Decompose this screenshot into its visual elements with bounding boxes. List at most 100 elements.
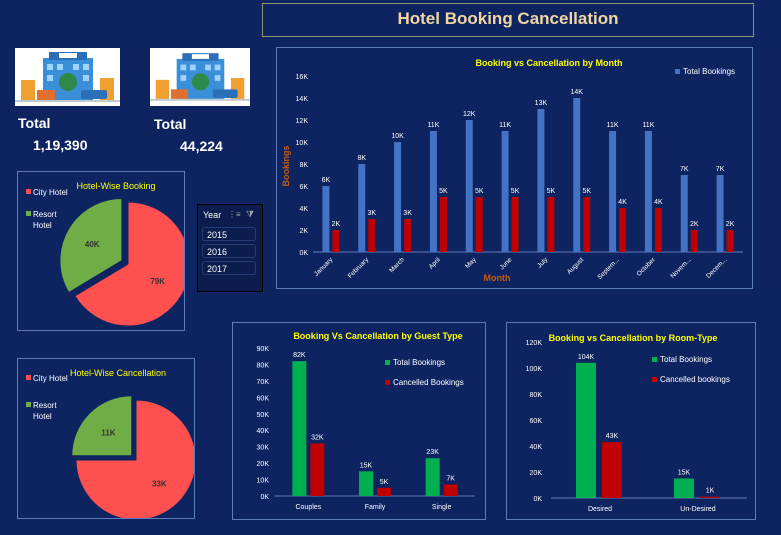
- bar-data-label: 3K: [367, 210, 376, 217]
- y-tick-label: 80K: [530, 392, 543, 399]
- booking-vs-cancellation-guest-chart: Booking Vs Cancellation by Guest Type 0K 1…: [257, 331, 475, 511]
- hotel-building-icon: [150, 53, 250, 101]
- bar-total-10: [680, 175, 688, 252]
- y-tick-label: 30K: [257, 445, 270, 452]
- x-tick-label: October: [636, 256, 658, 278]
- bar-total-2: [425, 458, 440, 496]
- bar-total-9: [644, 131, 652, 252]
- legend-label-0: Total Bookings: [660, 355, 712, 364]
- pie-slice-resort-hotel: [59, 198, 123, 294]
- kpi-total-cancellations-value: 44,224: [180, 138, 223, 154]
- bar-cancelled-1: [368, 219, 376, 252]
- bar-data-label: 5K: [475, 188, 484, 195]
- bar-data-label: 10K: [391, 133, 404, 140]
- bar-total-4: [465, 120, 473, 252]
- bar-data-label: 5K: [439, 188, 448, 195]
- bar-data-label: 15K: [678, 470, 691, 477]
- bar-data-label: 5K: [380, 479, 389, 486]
- clear-filter-icon[interactable]: ⧩: [246, 209, 255, 219]
- booking-vs-cancellation-month-chart: Booking vs Cancellation by Month 0K 2K 4K 6K…: [281, 58, 743, 283]
- bar-data-label: 4K: [654, 199, 663, 206]
- x-tick-label: May: [464, 256, 478, 270]
- bar-data-label: 23K: [426, 449, 439, 456]
- legend-label-1: Resort Hotel: [33, 210, 57, 230]
- y-tick-label: 10K: [257, 478, 270, 485]
- x-tick-label: Un-Desired: [680, 506, 716, 513]
- bar-data-label: 7K: [446, 475, 455, 482]
- slicer-item-2015[interactable]: 2015: [202, 227, 256, 241]
- bar-cancelled-1: [700, 496, 720, 498]
- bar-cancelled-1: [377, 487, 391, 496]
- pie-data-label-0: 33K: [152, 479, 167, 488]
- bar-total-1: [359, 471, 373, 496]
- bar-data-label: 5K: [511, 188, 520, 195]
- bar-cancelled-6: [547, 197, 555, 252]
- x-tick-label: March: [388, 256, 406, 274]
- y-tick-label: 4K: [299, 206, 308, 213]
- multi-select-icon[interactable]: ⋮≡: [228, 210, 241, 219]
- x-tick-label: February: [347, 256, 371, 280]
- bar-cancelled-2: [404, 219, 412, 252]
- x-tick-label: Single: [432, 504, 452, 511]
- legend-swatch-0: [26, 375, 31, 380]
- legend-swatch-0: [26, 189, 31, 194]
- y-tick-label: 60K: [257, 395, 270, 402]
- legend-label-1: Cancelled Bookings: [393, 378, 464, 387]
- bar-data-label: 15K: [360, 462, 373, 469]
- legend-label-0: Total Bookings: [393, 358, 445, 367]
- bar-data-label: 2K: [726, 221, 735, 228]
- bar-cancelled-7: [583, 197, 591, 252]
- pie-data-label-0: 79K: [150, 277, 165, 286]
- bar-data-label: 11K: [607, 122, 619, 129]
- y-tick-label: 2K: [299, 228, 308, 235]
- chart-title: Hotel-Wise Cancellation: [70, 368, 166, 378]
- x-tick-label: Decem...: [705, 256, 728, 279]
- chart-title: Booking Vs Cancellation by Guest Type: [293, 331, 462, 341]
- pie-slice-city-hotel: [75, 399, 197, 521]
- hotel-image-2: [150, 48, 250, 106]
- y-tick-label: 20K: [530, 470, 543, 477]
- y-tick-label: 20K: [257, 461, 270, 468]
- chart-title: Booking vs Cancellation by Month: [475, 58, 622, 68]
- chart-title: Hotel-Wise Booking: [76, 181, 155, 191]
- hotel-building-icon: [15, 52, 120, 102]
- legend-swatch-1: [26, 211, 31, 216]
- bar-data-label: 2K: [690, 221, 699, 228]
- legend-swatch-0: [652, 357, 657, 362]
- bar-cancelled-3: [439, 197, 447, 252]
- bar-data-label: 2K: [332, 221, 341, 228]
- legend-label-1: Resort Hotel: [33, 401, 57, 421]
- y-tick-label: 80K: [257, 362, 270, 369]
- bar-data-label: 7K: [716, 166, 725, 173]
- y-tick-label: 70K: [257, 379, 270, 386]
- bar-cancelled-10: [690, 230, 698, 252]
- booking-vs-cancellation-room-chart: Booking vs Cancellation by Room-Type 0K 20…: [526, 333, 747, 513]
- bar-cancelled-11: [726, 230, 734, 252]
- slicer-item-2017[interactable]: 2017: [202, 261, 256, 275]
- bar-data-label: 11K: [642, 122, 654, 129]
- bar-data-label: 6K: [322, 177, 331, 184]
- bar-data-label: 1K: [706, 488, 715, 495]
- bar-total-1: [674, 478, 694, 498]
- pie-data-label-1: 11K: [101, 428, 115, 437]
- bar-cancelled-9: [654, 208, 662, 252]
- bar-data-label: 7K: [680, 166, 689, 173]
- slicer-item-2016[interactable]: 2016: [202, 244, 256, 258]
- kpi-total-bookings-value: 1,19,390: [33, 137, 88, 153]
- x-tick-label: Novem...: [669, 256, 692, 279]
- hotel-image-1: [15, 48, 120, 106]
- x-tick-label: Septem...: [596, 256, 621, 281]
- bar-data-label: 82K: [293, 352, 306, 359]
- x-tick-label: August: [566, 256, 585, 275]
- bar-data-label: 104K: [578, 354, 595, 361]
- bar-data-label: 43K: [606, 433, 619, 440]
- bar-total-0: [322, 186, 330, 252]
- y-tick-label: 14K: [296, 96, 309, 103]
- page-title: Hotel Booking Cancellation: [262, 3, 754, 37]
- y-tick-label: 100K: [526, 366, 543, 373]
- legend-swatch-1: [385, 380, 390, 385]
- y-tick-label: 120K: [526, 340, 543, 347]
- legend-label-0: Total Bookings: [683, 67, 735, 76]
- y-axis-title: Bookings: [281, 145, 291, 186]
